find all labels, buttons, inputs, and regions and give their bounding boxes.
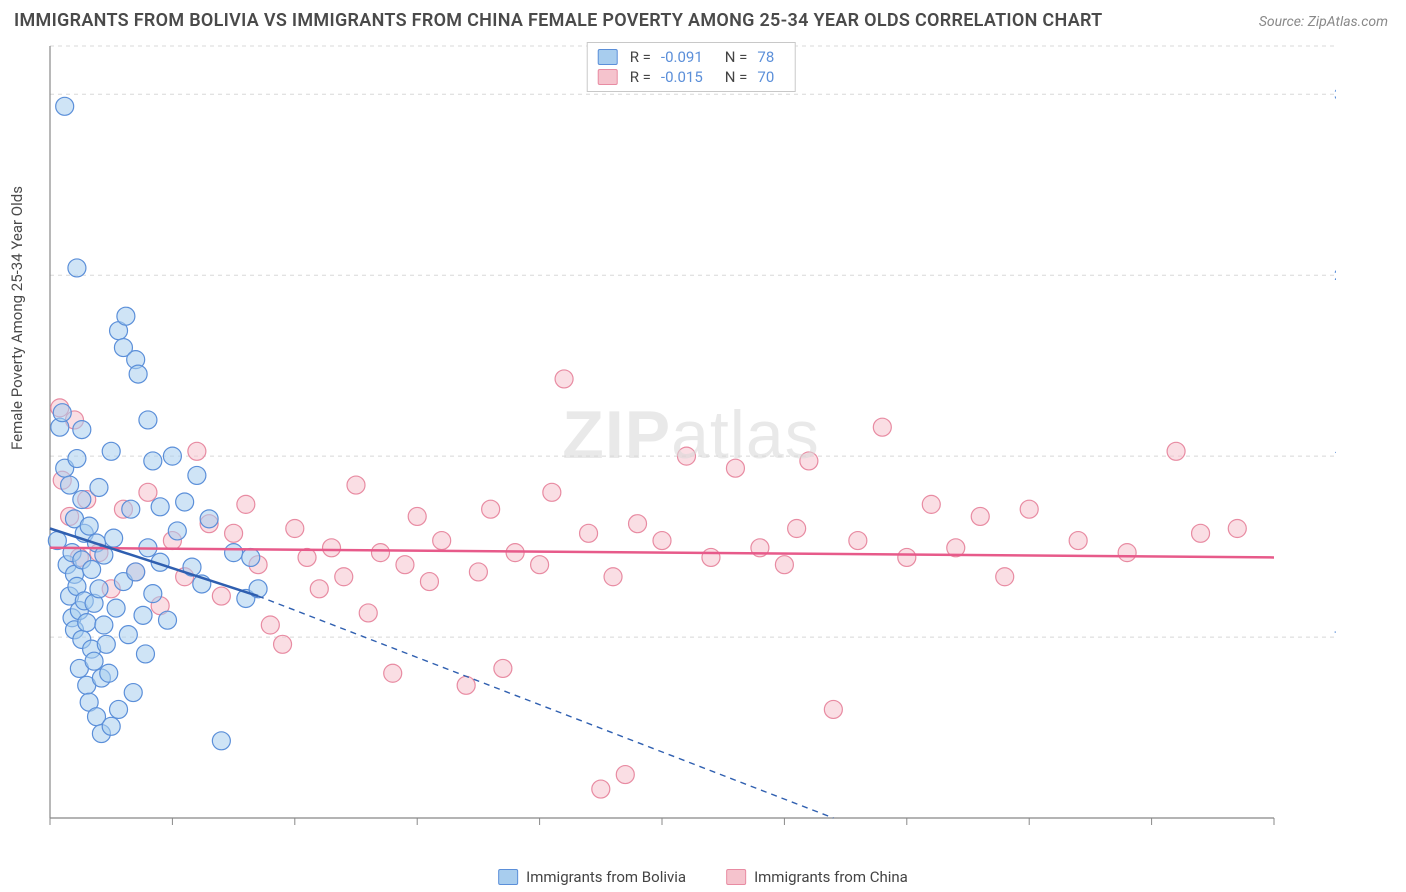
- chart-title: IMMIGRANTS FROM BOLIVIA VS IMMIGRANTS FR…: [14, 10, 1103, 31]
- svg-text:50.0%: 50.0%: [1294, 829, 1334, 830]
- r-label: R =: [630, 68, 651, 86]
- legend-swatch-china: [598, 69, 618, 85]
- n-value-china: 70: [757, 68, 774, 86]
- y-axis-label: Female Poverty Among 25-34 Year Olds: [8, 186, 26, 450]
- legend-correlation-box: R = -0.091 N = 78 R = -0.015 N = 70: [587, 42, 796, 92]
- n-value-bolivia: 78: [757, 48, 774, 66]
- r-label: R =: [630, 48, 651, 66]
- legend-row-china: R = -0.015 N = 70: [598, 67, 785, 87]
- n-label: N =: [725, 48, 748, 66]
- legend-label-china: Immigrants from China: [754, 868, 908, 886]
- legend-series: Immigrants from Bolivia Immigrants from …: [498, 868, 908, 886]
- chart-area: 7.5%15.0%22.5%30.0%0.0%50.0% ZIPatlas R …: [46, 40, 1336, 830]
- legend-swatch-bolivia: [598, 49, 618, 65]
- legend-row-bolivia: R = -0.091 N = 78: [598, 47, 785, 67]
- legend-swatch-bolivia-icon: [498, 869, 518, 885]
- r-value-bolivia: -0.091: [661, 48, 703, 66]
- svg-text:15.0%: 15.0%: [1334, 447, 1336, 465]
- svg-text:30.0%: 30.0%: [1334, 85, 1336, 103]
- scatter-plot-svg: 7.5% 15.0% 22.5% 30.0% 0.0% 50.0%: [46, 40, 1336, 830]
- svg-text:0.0%: 0.0%: [48, 829, 80, 830]
- source-attribution: Source: ZipAtlas.com: [1259, 14, 1388, 30]
- svg-text:7.5%: 7.5%: [1334, 628, 1336, 646]
- legend-item-bolivia: Immigrants from Bolivia: [498, 868, 686, 886]
- svg-text:22.5%: 22.5%: [1334, 266, 1336, 284]
- legend-swatch-china-icon: [726, 869, 746, 885]
- legend-label-bolivia: Immigrants from Bolivia: [526, 868, 686, 886]
- r-value-china: -0.015: [661, 68, 703, 86]
- n-label: N =: [725, 68, 748, 86]
- legend-item-china: Immigrants from China: [726, 868, 908, 886]
